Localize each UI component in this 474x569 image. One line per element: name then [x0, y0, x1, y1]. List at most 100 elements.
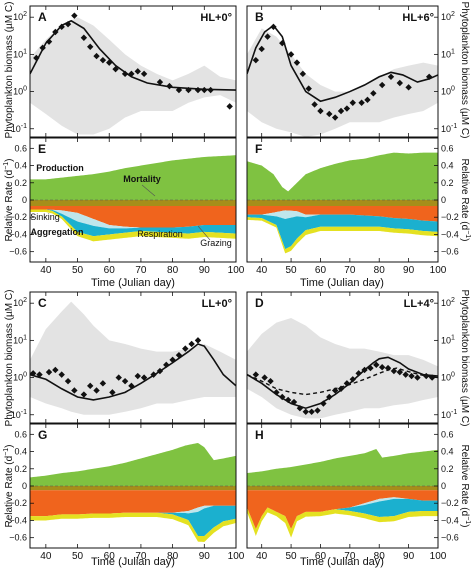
axes-frame	[246, 291, 439, 424]
observation-point	[106, 59, 113, 66]
observation-point	[296, 405, 304, 412]
observation-point	[45, 38, 53, 45]
observation-point	[134, 68, 141, 75]
observation-point	[355, 370, 362, 377]
y-tick-label: −0.2	[9, 212, 27, 222]
observation-point	[402, 371, 409, 378]
observation-point	[87, 382, 94, 390]
y-tick-label: −0.6	[9, 533, 27, 543]
observation-point	[320, 400, 327, 407]
observation-point	[349, 99, 356, 106]
observation-point	[194, 86, 202, 94]
respiration-area	[30, 512, 236, 542]
panel-tag: LL+0°	[202, 298, 232, 310]
y-tick-label: 0.6	[14, 429, 27, 439]
observation-point	[308, 408, 315, 416]
observation-point	[252, 371, 260, 378]
x-tick-label: 70	[135, 265, 147, 276]
aggregation-area	[30, 505, 236, 536]
y-label-biomass-right: Phytoplankton biomass (µM C)	[459, 2, 470, 139]
observation-point	[343, 105, 351, 112]
y-label-rate-right: Relative Rate (d−1)	[459, 158, 471, 241]
observation-point	[80, 34, 88, 41]
observation-point	[284, 396, 292, 404]
observation-point	[367, 364, 374, 372]
observation-point	[373, 361, 380, 369]
x-tick-label: 100	[430, 551, 447, 562]
observation-point	[185, 86, 192, 94]
observation-point	[396, 79, 403, 87]
x-tick-label: 80	[167, 265, 179, 276]
observation-point	[423, 372, 430, 380]
observation-point	[258, 45, 265, 53]
mortality-area	[30, 200, 236, 207]
y-tick-label: −0.2	[441, 498, 459, 508]
y-tick-label: 0	[441, 195, 446, 205]
uncertainty-band	[30, 301, 236, 415]
observation-point	[169, 356, 176, 364]
observation-point	[261, 374, 268, 381]
observation-point	[273, 389, 280, 396]
observation-point	[252, 56, 260, 64]
observation-point	[207, 86, 214, 94]
observation-point	[314, 407, 321, 414]
observation-point	[121, 377, 129, 385]
aggregation-area	[247, 214, 438, 250]
observation-point	[305, 85, 312, 92]
sinking-area	[247, 210, 438, 222]
x-tick-label: 80	[374, 265, 386, 276]
respiration-area	[30, 209, 236, 242]
x-tick-label: 90	[199, 551, 211, 562]
observation-point	[311, 101, 318, 108]
plot-area-F	[247, 152, 438, 254]
observation-point	[358, 99, 365, 106]
x-tick-label: 100	[228, 265, 245, 276]
axes-frame	[29, 5, 237, 138]
observation-point	[30, 370, 37, 377]
observation-point	[128, 70, 135, 78]
y-tick-label: 0.6	[441, 143, 454, 153]
production-area	[30, 442, 236, 486]
observation-point	[93, 52, 100, 60]
observation-point	[226, 103, 233, 110]
y-tick-label: 0.4	[441, 161, 454, 171]
observation-point	[188, 340, 195, 348]
grazing-area	[30, 206, 236, 228]
observation-point	[112, 65, 119, 73]
observation-point	[299, 70, 307, 78]
aggregation-area	[30, 209, 236, 237]
panel-tag: HL+6°	[402, 12, 434, 24]
y-tick-label: 0	[441, 481, 446, 491]
mortality-pointer	[141, 184, 156, 197]
uncertainty-band	[247, 317, 438, 419]
plot-area-C	[30, 301, 236, 415]
panel-letter: A	[38, 10, 47, 24]
observation-point	[80, 391, 88, 398]
y-tick-label: −0.4	[9, 229, 27, 239]
observation-point	[156, 367, 164, 375]
y-tick-label: 0.2	[441, 464, 454, 474]
observation-point	[378, 81, 386, 89]
x-label-left: Time (Julian day)	[91, 277, 175, 289]
x-tick-label: 50	[72, 551, 84, 562]
x-tick-label: 90	[403, 551, 415, 562]
panel-letter: E	[38, 142, 46, 156]
y-tick-label: 101	[13, 48, 27, 59]
y-tick-label: 102	[441, 11, 455, 22]
y-tick-label: −0.2	[9, 498, 27, 508]
plot-area-D	[247, 317, 438, 419]
x-tick-label: 90	[199, 265, 211, 276]
observation-point	[414, 374, 421, 381]
x-tick-label: 40	[256, 265, 268, 276]
y-tick-label: 0	[22, 195, 27, 205]
observation-point	[390, 367, 398, 375]
uncertainty-band	[30, 17, 236, 135]
y-tick-label: −0.6	[9, 247, 27, 257]
observation-point	[64, 377, 72, 385]
panel-letter: B	[255, 10, 264, 24]
observation-point	[71, 387, 78, 394]
y-tick-label: 101	[441, 48, 455, 59]
x-tick-label: 40	[40, 551, 52, 562]
observation-point	[361, 366, 368, 374]
x-tick-label: 60	[104, 551, 116, 562]
